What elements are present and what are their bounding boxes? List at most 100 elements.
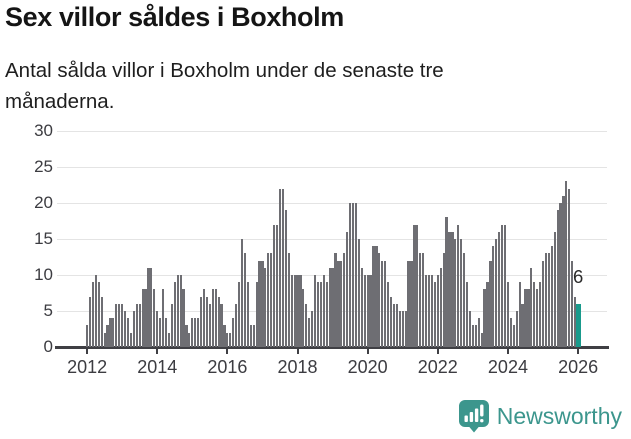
y-axis-label: 0 xyxy=(43,337,53,356)
y-axis-label: 5 xyxy=(43,301,53,320)
bar xyxy=(512,325,515,347)
bar xyxy=(527,289,530,347)
bar xyxy=(109,318,112,347)
bar xyxy=(425,275,428,347)
bar xyxy=(378,253,381,347)
bar xyxy=(474,325,477,347)
bar xyxy=(156,311,159,347)
bar xyxy=(115,303,118,347)
bar xyxy=(226,332,229,347)
bar xyxy=(118,303,121,347)
bar xyxy=(264,267,267,347)
bar xyxy=(544,253,548,347)
bar xyxy=(232,318,235,347)
bar xyxy=(489,260,492,347)
bar xyxy=(170,303,173,347)
bar xyxy=(492,246,495,347)
bar xyxy=(246,282,249,347)
bar xyxy=(506,282,510,347)
bar xyxy=(401,311,404,347)
bar xyxy=(229,332,232,347)
bar xyxy=(509,318,512,347)
bar xyxy=(243,253,246,347)
bar xyxy=(515,311,518,347)
bar xyxy=(237,282,241,347)
bar xyxy=(407,260,410,347)
bar xyxy=(571,260,574,347)
bar xyxy=(413,224,416,347)
bar xyxy=(442,253,445,347)
x-tick xyxy=(366,348,369,354)
bar xyxy=(173,282,176,347)
bar xyxy=(498,231,501,347)
bar xyxy=(468,311,472,347)
bar xyxy=(433,282,436,347)
bar xyxy=(550,246,553,347)
bar xyxy=(103,332,106,347)
bar xyxy=(486,282,489,347)
bar xyxy=(123,311,127,347)
bar xyxy=(188,332,191,347)
bar xyxy=(343,253,346,347)
bar xyxy=(389,296,393,347)
bar xyxy=(261,260,264,347)
bar xyxy=(255,282,258,347)
gridline xyxy=(57,238,607,240)
bar xyxy=(416,224,419,347)
bar xyxy=(451,231,454,347)
bar xyxy=(319,282,322,347)
bar xyxy=(501,224,504,347)
bar xyxy=(559,203,562,347)
bar xyxy=(267,253,270,347)
x-axis-label: 2020 xyxy=(347,357,388,377)
bar xyxy=(159,318,162,347)
bar xyxy=(299,275,302,347)
bar xyxy=(539,282,542,347)
bar xyxy=(521,303,524,347)
x-tick xyxy=(156,348,159,354)
bar xyxy=(445,217,448,347)
bar xyxy=(495,239,498,347)
bar xyxy=(430,275,434,347)
bar xyxy=(194,318,197,347)
bar xyxy=(387,282,390,347)
bar xyxy=(249,325,252,347)
bar xyxy=(308,318,311,347)
bar xyxy=(316,282,320,347)
bar xyxy=(565,181,568,347)
bar xyxy=(235,303,238,347)
x-axis-label: 2018 xyxy=(277,357,318,377)
bar xyxy=(275,224,279,347)
bar xyxy=(121,303,124,347)
bar xyxy=(419,253,422,347)
bar xyxy=(518,282,521,347)
bar xyxy=(284,210,287,347)
y-axis-label: 20 xyxy=(34,193,53,212)
x-tick xyxy=(577,348,580,354)
bar xyxy=(328,267,331,347)
bar xyxy=(185,325,188,347)
bar xyxy=(223,325,226,347)
bar xyxy=(202,289,206,347)
bar xyxy=(281,188,284,347)
value-label: 6 xyxy=(572,266,584,287)
x-tick xyxy=(506,348,509,354)
bar xyxy=(214,289,217,347)
bar xyxy=(150,267,153,347)
bar xyxy=(568,188,571,347)
bar xyxy=(524,289,527,347)
bar xyxy=(88,296,92,347)
newsworthy-logo[interactable]: Newsworthy xyxy=(458,399,622,433)
x-axis-label: 2014 xyxy=(137,357,178,377)
bar xyxy=(427,275,431,347)
bar xyxy=(106,325,109,347)
x-axis-line xyxy=(55,346,609,349)
bar xyxy=(167,332,171,347)
bar xyxy=(273,224,276,347)
bar xyxy=(346,231,349,347)
x-tick xyxy=(86,348,89,354)
y-axis-label: 30 xyxy=(34,121,53,140)
gridline xyxy=(57,166,607,168)
bar xyxy=(337,260,340,347)
